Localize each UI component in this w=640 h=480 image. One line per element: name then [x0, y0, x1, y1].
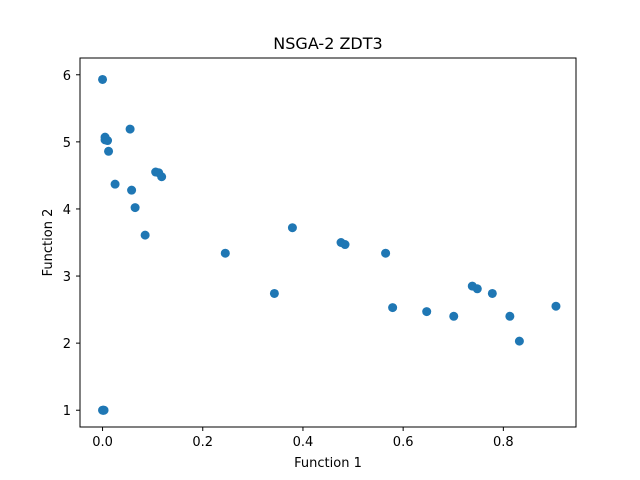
y-tick-label: 3: [63, 270, 71, 285]
x-tick-label: 0.2: [192, 435, 213, 450]
y-axis-label: Function 2: [41, 209, 56, 277]
data-point: [98, 74, 108, 84]
data-point: [130, 203, 140, 213]
x-tick-label: 0.4: [293, 435, 314, 450]
y-tick-label: 2: [63, 337, 71, 352]
data-point: [422, 307, 432, 317]
data-point: [220, 248, 230, 258]
x-tick-label: 0.6: [393, 435, 414, 450]
y-tick-label: 5: [63, 136, 71, 151]
data-point: [140, 230, 150, 240]
data-point: [514, 336, 524, 346]
data-point: [157, 172, 167, 182]
data-point: [381, 248, 391, 258]
data-point: [287, 223, 297, 233]
data-point: [551, 301, 561, 311]
data-point: [505, 311, 515, 321]
chart-title: NSGA-2 ZDT3: [273, 34, 382, 53]
plot-area: 0.0 0.2 0.4 0.6 0.8 1 2 3 4 5 6: [63, 69, 561, 450]
data-point: [449, 311, 459, 321]
axes-frame: [79, 57, 577, 428]
data-point: [487, 288, 497, 298]
y-tick-label: 1: [63, 404, 71, 419]
data-point: [127, 185, 137, 195]
data-point: [388, 303, 398, 313]
y-tick-label: 6: [63, 69, 71, 84]
data-point: [98, 405, 108, 415]
data-point: [472, 284, 482, 294]
x-tick-label: 0.0: [92, 435, 113, 450]
x-axis-label: Function 1: [294, 456, 362, 471]
data-point: [104, 146, 114, 156]
data-point: [125, 124, 135, 134]
data-point: [110, 179, 120, 189]
y-tick-label: 4: [63, 203, 71, 218]
x-tick-label: 0.8: [493, 435, 514, 450]
data-point: [269, 288, 279, 298]
data-point: [340, 240, 350, 250]
data-point: [103, 136, 113, 146]
